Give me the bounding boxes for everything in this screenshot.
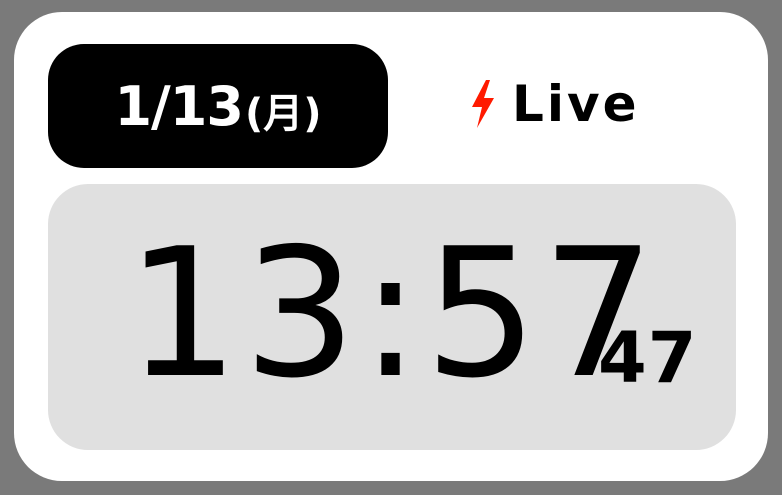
time-seconds: 47: [598, 317, 698, 399]
live-indicator: Live: [468, 72, 640, 136]
date-month-day: 1/13: [114, 74, 243, 138]
live-label: Live: [512, 75, 640, 133]
time-separator: :: [360, 210, 425, 417]
date-badge: 1/13 (月): [48, 44, 388, 168]
clock-panel: 13:57 47: [48, 184, 736, 450]
time-display: 13:57: [126, 214, 659, 414]
time-minutes: 57: [424, 210, 659, 417]
date-weekday: (月): [244, 91, 322, 137]
time-hours: 13: [126, 210, 361, 417]
lightning-bolt-icon: [472, 80, 494, 128]
